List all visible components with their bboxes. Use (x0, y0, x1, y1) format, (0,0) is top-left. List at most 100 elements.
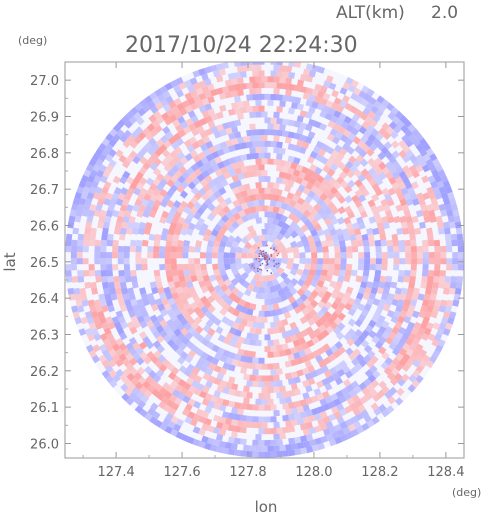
x-tick-label: 128.2 (361, 465, 398, 480)
radar-cell (112, 245, 119, 253)
radar-cell (168, 159, 177, 168)
radar-cell (108, 148, 117, 158)
radar-cell (426, 281, 433, 289)
radar-cell (451, 264, 458, 271)
radar-cell (305, 123, 313, 132)
radar-cell (281, 252, 288, 259)
radar-cell (181, 171, 190, 180)
radar-cell (147, 252, 154, 259)
radar-cell (103, 198, 111, 206)
radar-cell (273, 362, 280, 370)
radar-cell (124, 387, 133, 397)
radar-cell (67, 287, 75, 295)
radar-cell (194, 263, 201, 271)
radar-cell (401, 304, 410, 313)
radar-cell (89, 169, 98, 178)
radar-cell (411, 170, 420, 179)
radar-cell (349, 164, 358, 174)
radar-cell (394, 362, 404, 372)
radar-cell (314, 83, 322, 92)
radar-cell (249, 445, 256, 452)
radar-cell (316, 333, 325, 342)
radar-cell (376, 221, 384, 230)
radar-cell (397, 315, 405, 324)
radar-cell (198, 164, 207, 174)
radar-cell (125, 362, 135, 372)
radar-cell (367, 374, 377, 383)
radar-cell (77, 203, 85, 211)
radar-cell (334, 377, 344, 386)
radar-cell (304, 360, 313, 368)
radar-cell (427, 233, 434, 241)
radar-cell (131, 227, 139, 235)
radar-cell (162, 324, 171, 333)
radar-cell (344, 269, 352, 277)
radar-cell (112, 175, 121, 184)
radar-cell (88, 186, 97, 195)
radar-cell (345, 286, 354, 295)
radar-cell (276, 380, 283, 387)
radar-cell (308, 118, 316, 127)
radar-cell (118, 270, 125, 277)
radar-cell (126, 304, 134, 313)
radar-cell (243, 373, 250, 381)
radar-cell (156, 115, 165, 125)
radar-cell (330, 115, 339, 124)
radar-cell (180, 156, 189, 166)
radar-cell (320, 295, 329, 304)
radar-cell (207, 425, 215, 433)
radar-cell (409, 275, 416, 283)
radar-cell (366, 298, 375, 306)
radar-cell (269, 258, 277, 265)
radar-cell (347, 423, 356, 432)
radar-cell (423, 215, 431, 223)
radar-cell (448, 287, 456, 295)
radar-cell (227, 436, 235, 444)
radar-cell (162, 382, 171, 391)
radar-cell (180, 327, 189, 336)
radar-cell (203, 161, 212, 170)
radar-cell (285, 290, 294, 299)
radar-cell (190, 163, 199, 172)
radar-cell (427, 239, 435, 247)
radar-cell (319, 274, 327, 283)
radar-cell (339, 87, 348, 95)
radar-cell (306, 168, 315, 177)
radar-cell (342, 94, 351, 103)
radar-cell (255, 398, 262, 405)
radar-cell (246, 451, 253, 458)
radar-cell (148, 114, 157, 123)
radar-cell (258, 322, 265, 329)
radar-cell (328, 177, 337, 186)
radar-cell (128, 310, 136, 318)
radar-cell (282, 403, 289, 410)
radar-cell (220, 166, 228, 175)
radar-cell (156, 335, 165, 344)
radar-cell (287, 258, 294, 265)
radar-cell (307, 213, 316, 222)
radar-cell (445, 322, 453, 331)
radar-cell (264, 404, 271, 411)
radar-cell (420, 321, 428, 330)
radar-cell (306, 156, 315, 164)
radar-cell (75, 209, 83, 217)
radar-cell (348, 352, 357, 361)
radar-cell (159, 308, 168, 317)
radar-cell (191, 128, 200, 137)
radar-cell (395, 331, 404, 340)
radar-cell (275, 320, 283, 328)
radar-cell (139, 331, 148, 340)
radar-cell (94, 258, 101, 265)
radar-cell (111, 192, 120, 201)
radar-cell (150, 152, 159, 161)
radar-cell (201, 269, 209, 277)
radar-cell (444, 281, 451, 289)
radar-cell (255, 146, 262, 153)
radar-cell (364, 252, 371, 259)
radar-cell (393, 293, 401, 301)
radar-cell (137, 227, 145, 235)
radar-cell (415, 143, 424, 152)
radar-cell (193, 316, 203, 325)
radar-cell (153, 252, 159, 259)
radar-cell (258, 310, 265, 317)
